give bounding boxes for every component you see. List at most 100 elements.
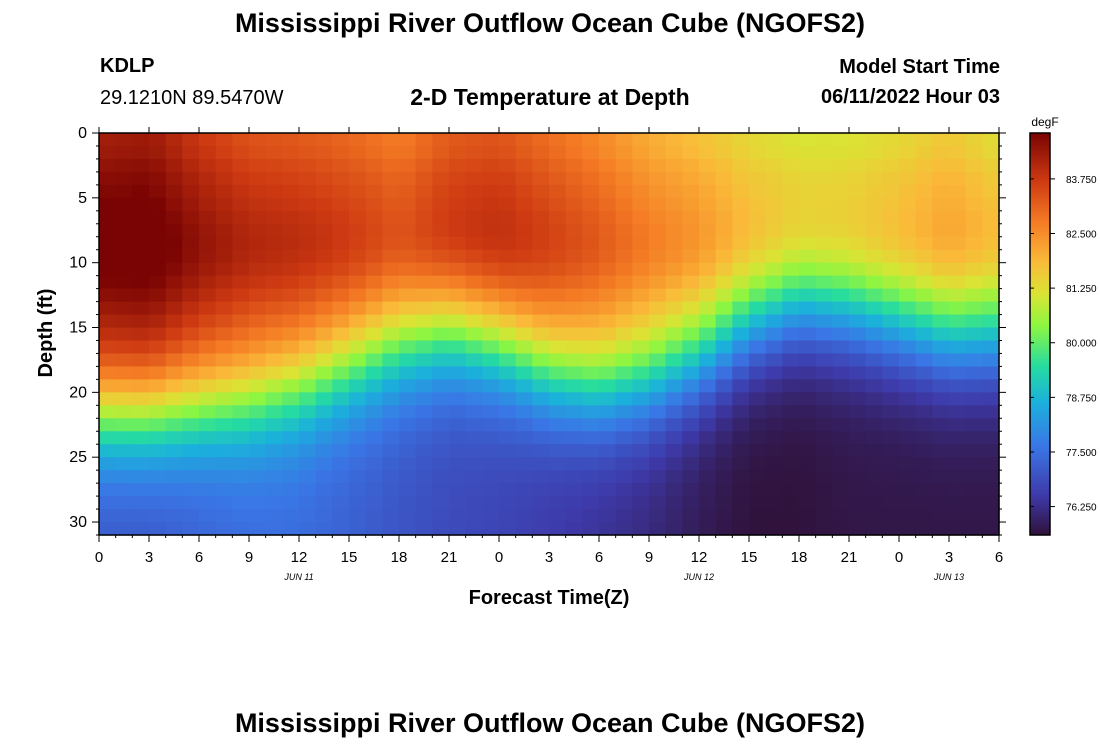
heatmap-cell bbox=[632, 158, 650, 173]
heatmap-cell bbox=[599, 171, 617, 186]
heatmap-cell bbox=[115, 275, 133, 290]
heatmap-cell bbox=[582, 288, 600, 303]
heatmap-cell bbox=[932, 197, 950, 212]
heatmap-cell bbox=[899, 457, 917, 471]
heatmap-cell bbox=[499, 288, 517, 303]
heatmap-cell bbox=[365, 353, 383, 368]
heatmap-cell bbox=[149, 133, 167, 147]
heatmap-cell bbox=[115, 210, 133, 225]
heatmap-cell bbox=[482, 483, 500, 497]
x-tick-label: 6 bbox=[595, 549, 603, 566]
heatmap-cell bbox=[449, 158, 467, 173]
heatmap-cell bbox=[832, 379, 850, 393]
heatmap-cell bbox=[549, 288, 567, 303]
heatmap-cell bbox=[699, 184, 717, 199]
heatmap-cell bbox=[432, 483, 450, 497]
heatmap-cell bbox=[732, 184, 750, 199]
heatmap-cell bbox=[932, 223, 950, 238]
heatmap-cell bbox=[349, 288, 367, 303]
heatmap-cell bbox=[415, 301, 433, 316]
heatmap-cell bbox=[882, 184, 900, 199]
heatmap-cell bbox=[215, 392, 233, 406]
heatmap-cell bbox=[849, 210, 867, 225]
heatmap-cell bbox=[432, 444, 450, 458]
heatmap-cell bbox=[549, 457, 567, 471]
heatmap-cell bbox=[415, 392, 433, 406]
heatmap-cell bbox=[599, 327, 617, 342]
heatmap-cell bbox=[182, 431, 200, 445]
heatmap-cell bbox=[182, 405, 200, 419]
heatmap-cell bbox=[965, 327, 983, 342]
heatmap-cell bbox=[215, 405, 233, 419]
heatmap-cell bbox=[782, 249, 800, 264]
heatmap-cell bbox=[299, 483, 317, 497]
heatmap-cell bbox=[699, 522, 717, 536]
heatmap-cell bbox=[315, 314, 333, 329]
heatmap-cell bbox=[815, 301, 833, 316]
heatmap-cell bbox=[165, 457, 183, 471]
heatmap-cell bbox=[99, 133, 117, 147]
heatmap-cell bbox=[349, 145, 367, 160]
heatmap-cell bbox=[282, 275, 300, 290]
heatmap-cell bbox=[399, 444, 417, 458]
heatmap-cell bbox=[99, 509, 117, 523]
heatmap-cell bbox=[565, 431, 583, 445]
heatmap-cell bbox=[582, 133, 600, 147]
heatmap-cell bbox=[332, 470, 350, 484]
heatmap-cell bbox=[99, 392, 117, 406]
heatmap-cell bbox=[299, 405, 317, 419]
heatmap-cell bbox=[382, 327, 400, 342]
x-tick-label: 15 bbox=[741, 549, 758, 566]
heatmap-cell bbox=[249, 405, 267, 419]
heatmap-cell bbox=[465, 431, 483, 445]
heatmap-cell bbox=[382, 431, 400, 445]
heatmap-cell bbox=[265, 210, 283, 225]
heatmap-cell bbox=[532, 288, 550, 303]
heatmap-cell bbox=[215, 418, 233, 432]
heatmap-cell bbox=[882, 392, 900, 406]
heatmap-cell bbox=[482, 145, 500, 160]
heatmap-cell bbox=[682, 197, 700, 212]
heatmap-cell bbox=[415, 210, 433, 225]
heatmap-cell bbox=[265, 249, 283, 264]
heatmap-cell bbox=[299, 392, 317, 406]
heatmap-cell bbox=[715, 301, 733, 316]
heatmap-cell bbox=[632, 483, 650, 497]
heatmap-cell bbox=[449, 379, 467, 393]
heatmap-cell bbox=[665, 353, 683, 368]
heatmap-cell bbox=[149, 236, 167, 251]
heatmap-cell bbox=[882, 249, 900, 264]
heatmap-cell bbox=[399, 522, 417, 536]
heatmap-cell bbox=[549, 340, 567, 355]
heatmap-cell bbox=[549, 483, 567, 497]
heatmap-cell bbox=[599, 262, 617, 277]
heatmap-cell bbox=[349, 509, 367, 523]
heatmap-cell bbox=[249, 483, 267, 497]
heatmap-cell bbox=[849, 288, 867, 303]
heatmap-cell bbox=[99, 314, 117, 329]
heatmap-cell bbox=[365, 301, 383, 316]
heatmap-cell bbox=[365, 405, 383, 419]
heatmap-cell bbox=[499, 314, 517, 329]
y-tick-label: 0 bbox=[78, 125, 87, 142]
heatmap-cell bbox=[982, 327, 1000, 342]
colorbar-tick-label: 76.250 bbox=[1066, 503, 1097, 514]
heatmap-cell bbox=[715, 314, 733, 329]
heatmap-cell bbox=[715, 366, 733, 380]
heatmap-cell bbox=[865, 340, 883, 355]
heatmap-cell bbox=[115, 522, 133, 536]
heatmap-cell bbox=[782, 457, 800, 471]
heatmap-cell bbox=[165, 327, 183, 342]
heatmap-cell bbox=[982, 288, 1000, 303]
heatmap-cell bbox=[599, 184, 617, 199]
heatmap-cell bbox=[132, 236, 150, 251]
heatmap-cell bbox=[632, 392, 650, 406]
heatmap-cell bbox=[849, 509, 867, 523]
heatmap-cell bbox=[382, 353, 400, 368]
heatmap-cell bbox=[699, 275, 717, 290]
heatmap-cell bbox=[349, 210, 367, 225]
heatmap-cell bbox=[349, 392, 367, 406]
heatmap-cell bbox=[399, 184, 417, 199]
heatmap-cell bbox=[765, 379, 783, 393]
heatmap-cell bbox=[432, 133, 450, 147]
